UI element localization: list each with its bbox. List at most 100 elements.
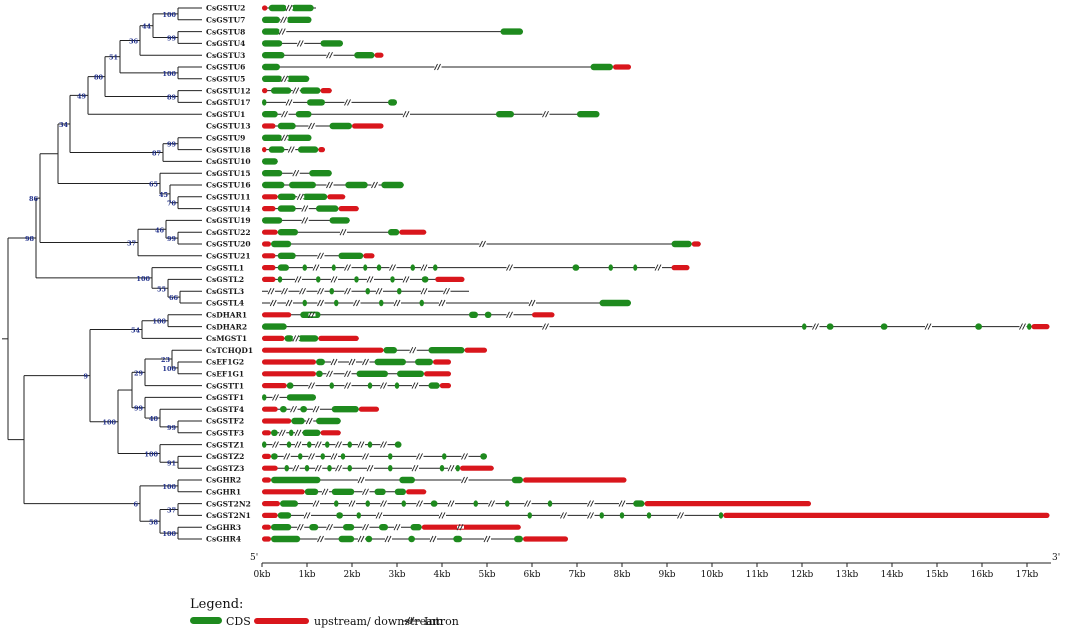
intron-break-gap	[506, 313, 514, 317]
intron-break-mark	[317, 252, 321, 260]
intron-break-mark	[375, 287, 380, 295]
intron-break-mark	[374, 181, 378, 189]
intron-break-gap	[295, 431, 302, 435]
bootstrap-value: 86	[29, 195, 39, 203]
intron-break-gap	[313, 502, 320, 506]
intron-break-mark	[275, 394, 279, 401]
bootstrap-value: 87	[152, 150, 161, 158]
gene-label: CsMGST1	[206, 334, 247, 343]
legend-utr-swatch	[254, 618, 309, 624]
intron-break-mark	[272, 394, 276, 401]
intron-break-mark	[438, 299, 443, 307]
intron-break-mark	[320, 299, 324, 307]
gene-structure-row	[262, 346, 487, 354]
gene-label: CsGSTF3	[206, 429, 244, 438]
axis-tick-label: 0kb	[254, 570, 271, 580]
cds-segment	[430, 500, 438, 507]
intron-break-mark	[283, 16, 288, 24]
intron-break-mark	[411, 464, 416, 472]
cds-segment	[302, 299, 307, 307]
utr-segment	[262, 453, 271, 459]
cds-segment	[511, 476, 523, 484]
intron-break-mark	[437, 63, 441, 71]
intron-break-gap	[385, 537, 392, 541]
gene-structure-row	[262, 441, 402, 448]
intron-break-mark	[281, 429, 286, 437]
cds-segment	[572, 264, 580, 271]
bootstrap-value: 46	[155, 226, 165, 234]
intron-break-mark	[347, 99, 351, 106]
axis-tick-label: 7kb	[569, 570, 586, 580]
intron-break-mark	[303, 512, 308, 519]
gene-label: CsEF1G2	[206, 358, 244, 367]
gene-label: CsGSTF1	[206, 393, 244, 402]
intron-break-mark	[317, 535, 321, 543]
utr-segment	[723, 512, 1050, 518]
intron-break-gap	[403, 277, 410, 281]
cds-segment	[394, 441, 402, 448]
bootstrap-value: 100	[136, 275, 150, 283]
utr-segment	[262, 5, 268, 11]
intron-break-gap	[280, 18, 288, 22]
intron-break-gap	[560, 513, 568, 517]
intron-break-gap	[292, 466, 300, 470]
intron-break-mark	[402, 276, 407, 283]
intron-break-gap	[286, 301, 293, 305]
intron-break-mark	[459, 523, 464, 531]
cds-segment	[496, 111, 514, 118]
intron-break-mark	[365, 523, 369, 531]
cds-segment	[291, 417, 305, 425]
cds-segment	[302, 193, 328, 200]
utr-segment	[262, 501, 280, 507]
intron-break-gap	[344, 266, 352, 270]
intron-break-mark	[311, 122, 315, 130]
axis-tick-label: 5kb	[479, 570, 496, 580]
intron-break-mark	[295, 87, 300, 94]
intron-break-mark	[412, 346, 417, 354]
intron-break-gap	[306, 419, 314, 423]
intron-break-mark	[315, 405, 320, 413]
cds-segment	[286, 16, 312, 23]
intron-break-gap	[308, 384, 316, 388]
intron-break-mark	[308, 417, 313, 425]
cds-segment	[505, 500, 510, 507]
intron-break-mark	[366, 464, 371, 472]
cds-segment	[271, 476, 321, 484]
intron-break-mark	[441, 299, 446, 307]
intron-break-mark	[314, 441, 319, 448]
utr-segment	[262, 406, 278, 412]
intron-break-mark	[438, 512, 443, 519]
utr-segment	[320, 88, 332, 94]
intron-break-mark	[272, 441, 276, 448]
cds-segment	[262, 75, 283, 82]
intron-break-mark	[423, 264, 428, 271]
cds-segment	[527, 512, 532, 519]
cds-segment	[302, 429, 321, 436]
cds-segment	[300, 406, 307, 413]
intron-break-mark	[285, 4, 290, 12]
gene-label: CsGSTZ1	[206, 440, 244, 449]
gene-structure-row	[262, 382, 451, 389]
utr-segment	[320, 430, 341, 436]
gene-structure-row	[262, 87, 332, 94]
cds-segment	[442, 453, 447, 460]
intron-break-gap	[362, 454, 370, 458]
intron-break-mark	[295, 335, 300, 342]
intron-break-mark	[357, 441, 362, 448]
intron-break-mark	[464, 453, 468, 460]
bootstrap-value: 40	[149, 415, 159, 423]
intron-break-mark	[509, 264, 513, 271]
intron-break-gap	[292, 336, 300, 340]
gene-label: CsGSTU12	[206, 86, 251, 95]
cds-segment	[408, 535, 415, 543]
cds-segment	[262, 40, 283, 47]
bootstrap-value: 99	[167, 141, 177, 149]
intron-break-mark	[329, 523, 333, 531]
intron-break-mark	[393, 523, 398, 531]
intron-break-mark	[299, 193, 304, 201]
intron-break-mark	[389, 264, 393, 271]
intron-break-gap	[281, 136, 289, 140]
intron-break-mark	[344, 287, 348, 295]
cds-segment	[271, 240, 292, 248]
intron-break-mark	[405, 276, 410, 283]
